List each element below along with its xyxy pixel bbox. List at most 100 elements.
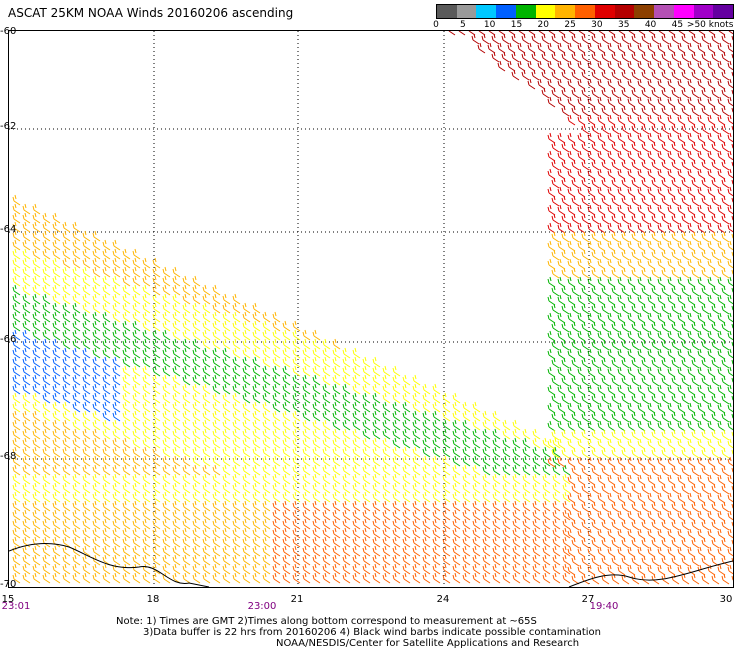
wind-barb (677, 438, 686, 450)
wind-barb (212, 401, 221, 413)
wind-barb (482, 437, 491, 449)
wind-barb (302, 563, 311, 575)
wind-barb (262, 500, 271, 512)
wind-barb (577, 564, 586, 576)
wind-barb (671, 573, 680, 585)
wind-barb (681, 519, 690, 531)
wind-barb (607, 42, 616, 54)
wind-barb (172, 500, 181, 512)
wind-barb (637, 276, 646, 288)
wind-barb (112, 302, 121, 314)
wind-barb (182, 509, 191, 521)
wind-barb (482, 473, 491, 485)
wind-barb (637, 384, 646, 396)
wind-barb (691, 123, 700, 135)
wind-barb (567, 276, 576, 288)
wind-barb (557, 78, 566, 90)
wind-barb (561, 357, 570, 369)
wind-barb (12, 572, 21, 584)
wind-barb (647, 132, 656, 144)
wind-barb (717, 492, 726, 504)
wind-barb (22, 221, 31, 233)
wind-barb (332, 545, 341, 557)
wind-barb (42, 554, 51, 566)
wind-barb (142, 347, 151, 359)
wind-barb (691, 483, 700, 495)
wind-barb (172, 347, 181, 359)
wind-barb (651, 519, 660, 531)
legend-label: 0 (433, 20, 439, 30)
wind-barb (152, 437, 161, 449)
wind-barb (502, 527, 511, 539)
wind-barb (597, 492, 606, 504)
wind-barb (62, 329, 71, 341)
wind-barb (342, 401, 351, 413)
wind-barb (102, 473, 111, 485)
wind-barb (611, 33, 620, 45)
wind-barb (402, 446, 411, 458)
wind-barb (591, 519, 600, 531)
wind-barb (567, 420, 576, 432)
wind-barb (547, 132, 556, 144)
wind-barb (172, 428, 181, 440)
wind-barb (372, 419, 381, 431)
wind-barb (302, 473, 311, 485)
wind-barb (567, 294, 576, 306)
wind-barb (601, 519, 610, 531)
wind-barb (657, 114, 666, 126)
wind-barb (721, 123, 730, 135)
wind-barb (62, 266, 71, 278)
wind-barb (292, 500, 301, 512)
wind-barb (691, 303, 700, 315)
wind-barb (382, 401, 391, 413)
wind-barb (561, 159, 570, 171)
wind-barb (617, 96, 626, 108)
wind-barb (22, 473, 31, 485)
wind-barb (641, 465, 650, 477)
wind-barb (262, 401, 271, 413)
wind-barb (82, 536, 91, 548)
wind-barb (32, 320, 41, 332)
wind-barb (142, 473, 151, 485)
wind-barb (597, 384, 606, 396)
wind-barb (651, 411, 660, 423)
wind-barb (591, 447, 600, 459)
wind-barb (707, 546, 716, 558)
legend-swatch (515, 5, 536, 18)
wind-barb (677, 132, 686, 144)
wind-barb (627, 402, 636, 414)
wind-barb (22, 572, 31, 584)
wind-barb (212, 437, 221, 449)
wind-barb (42, 392, 51, 404)
wind-barb (621, 249, 630, 261)
wind-barb (462, 464, 471, 476)
wind-barb (92, 374, 101, 386)
wind-barb (512, 536, 521, 548)
wind-barb (282, 446, 291, 458)
wind-barb (542, 545, 551, 557)
wind-barb (302, 428, 311, 440)
wind-barb (242, 410, 251, 422)
wind-barb (272, 392, 281, 404)
wind-barb (637, 330, 646, 342)
legend-label: 45 (671, 20, 684, 30)
wind-barb (577, 546, 586, 558)
wind-barb (162, 509, 171, 521)
wind-barb (192, 293, 201, 305)
wind-barb (62, 455, 71, 467)
wind-barb (697, 60, 706, 72)
wind-barb (707, 60, 716, 72)
wind-barb (232, 464, 241, 476)
wind-barb (611, 555, 620, 567)
wind-barb (677, 474, 686, 486)
wind-barb (392, 518, 401, 530)
wind-barb (222, 554, 231, 566)
wind-barb (102, 491, 111, 503)
wind-barb (192, 374, 201, 386)
wind-barb (22, 311, 31, 323)
wind-barb (581, 339, 590, 351)
wind-barb (617, 294, 626, 306)
wind-barb (12, 446, 21, 458)
wind-barb (687, 384, 696, 396)
wind-barb (72, 536, 81, 548)
